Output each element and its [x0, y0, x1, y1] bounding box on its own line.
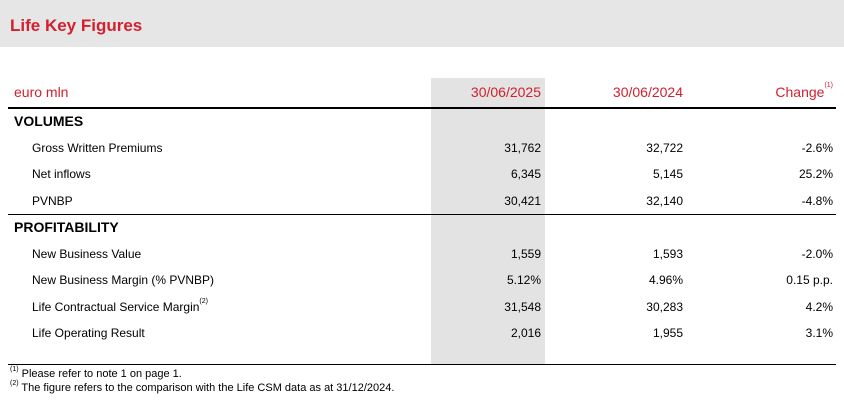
cell-value: 30,283: [646, 299, 683, 314]
row-label-text: New Business Value: [32, 246, 142, 261]
footnote-text: Please refer to note 1 on page 1.: [21, 368, 182, 380]
cell-value: -4.8%: [801, 193, 833, 208]
footnote: (2) The figure refers to the comparison …: [10, 380, 395, 394]
cell-value: 0.15 p.p.: [786, 273, 833, 288]
cell-value: 6,345: [510, 167, 541, 182]
row-label-text: PVNBP: [32, 193, 73, 208]
row-label: Life Operating Result: [32, 326, 145, 340]
bottom-rule: [8, 364, 836, 365]
cell-value: 1,559: [510, 246, 541, 261]
row-label-text: Net inflows: [32, 167, 91, 182]
column-header-label: euro mln: [14, 84, 69, 100]
section-title: PROFITABILITY: [14, 218, 119, 235]
row-label: PVNBP: [32, 194, 73, 208]
section-title: VOLUMES: [14, 113, 84, 129]
column-header: Change(1): [723, 82, 833, 100]
row-label: New Business Value: [32, 247, 141, 261]
cell-value: 30,421: [504, 193, 541, 208]
cell-value: 3.1%: [805, 325, 833, 340]
cell-value: 31,762: [504, 141, 541, 155]
column-header-label: 30/06/2024: [612, 84, 683, 100]
row-label-text: Life Operating Result: [32, 325, 145, 340]
cell-value: 4.2%: [805, 299, 833, 314]
section-rule: [8, 213, 836, 215]
cell-value: -2.0%: [801, 246, 833, 261]
row-label: Net inflows: [32, 167, 91, 181]
cell-value: 5.12%: [506, 273, 541, 288]
column-header-label: 30/06/2025: [470, 84, 541, 100]
cell-value: 5,145: [652, 167, 683, 182]
column-header: euro mln: [14, 84, 68, 100]
row-label: Life Contractual Service Margin(2): [32, 297, 208, 314]
cell-value: 25.2%: [798, 167, 833, 182]
column-header: 30/06/2025: [431, 84, 541, 100]
cell-value: 1,593: [652, 246, 683, 261]
footnote: (1) Please refer to note 1 on page 1.: [10, 366, 182, 380]
title: Life Key Figures: [10, 16, 143, 35]
header-rule: [8, 107, 836, 109]
row-label: New Business Margin (% PVNBP): [32, 273, 214, 287]
title-band: [0, 0, 844, 47]
cell-value: 1,955: [652, 325, 683, 340]
cell-value: 32,140: [646, 193, 683, 208]
column-header-note: (1): [824, 82, 833, 89]
column-highlight: [431, 78, 545, 365]
footnote-text: The figure refers to the comparison with…: [21, 382, 395, 394]
row-label-text: Gross Written Premiums: [32, 141, 163, 155]
footnote-mark: (2): [10, 380, 19, 387]
row-label-text: New Business Margin (% PVNBP): [32, 273, 215, 288]
cell-value: -2.6%: [801, 141, 833, 155]
cell-value: 31,548: [504, 299, 541, 314]
row-label: Gross Written Premiums: [32, 141, 162, 155]
row-label-note: (2): [199, 297, 208, 305]
cell-value: 32,722: [646, 141, 683, 155]
footnote-mark: (1): [10, 366, 19, 373]
cell-value: 2,016: [510, 325, 541, 340]
column-header-label: Change: [775, 84, 825, 100]
row-label-text: Life Contractual Service Margin: [32, 299, 200, 314]
cell-value: 4.96%: [648, 273, 683, 288]
column-header: 30/06/2024: [573, 84, 683, 100]
